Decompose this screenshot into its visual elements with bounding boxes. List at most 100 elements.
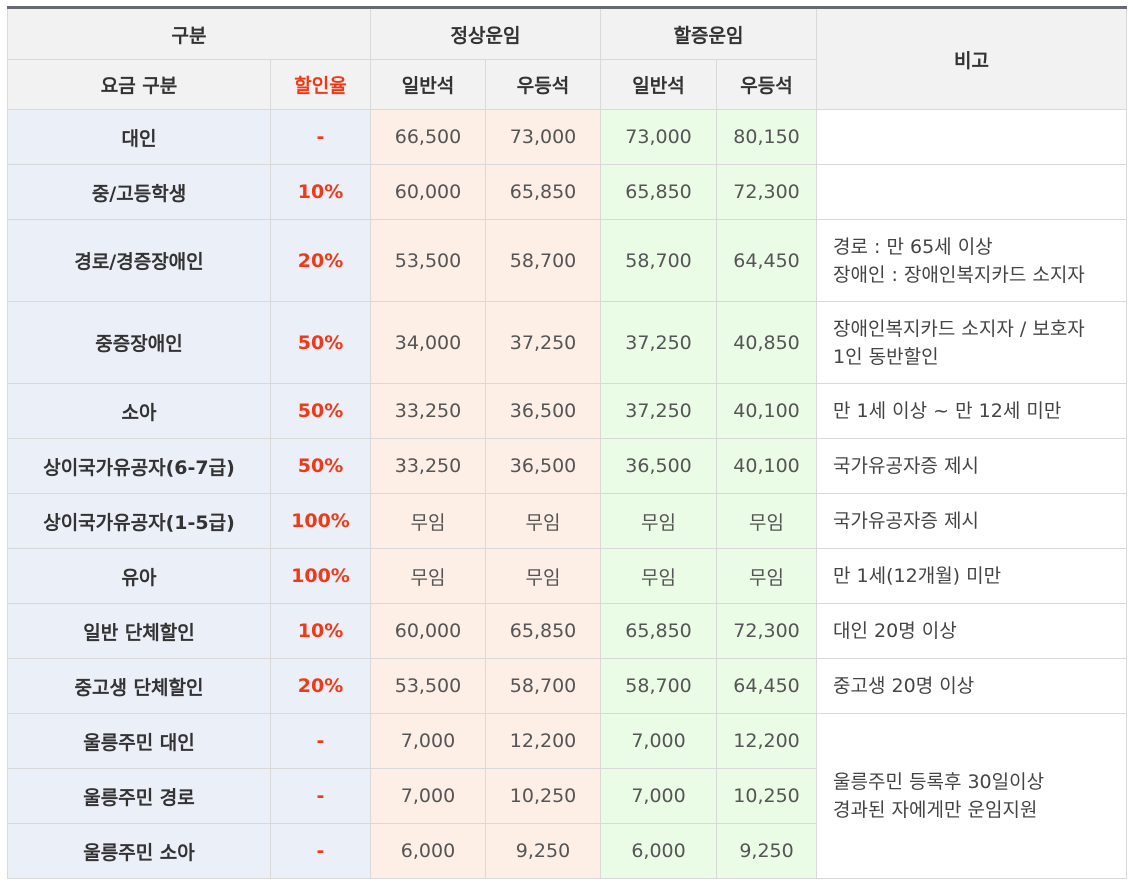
row-rate: 10% [270, 164, 371, 220]
row-note: 만 1세(12개월) 미만 [816, 548, 1128, 604]
row-rate: 100% [270, 548, 371, 604]
row-label: 중고생 단체할인 [7, 658, 271, 714]
surcharge-general-fare: 37,250 [600, 383, 718, 439]
fare-table: 구분 정상운임 할증운임 비고 요금 구분 할인율 일반석 우등석 일반석 우등… [7, 6, 1128, 879]
surcharge-premium-fare: 무임 [716, 493, 818, 549]
note-line: 장애인복지카드 소지자 / 보호자 [833, 317, 1085, 340]
normal-general-fare: 무임 [370, 493, 486, 549]
row-note [816, 164, 1128, 220]
header-row-2: 요금 구분 할인율 일반석 우등석 일반석 우등석 [7, 59, 1127, 110]
normal-premium-fare: 36,500 [484, 383, 602, 439]
surcharge-general-fare: 37,250 [600, 301, 718, 384]
surcharge-general-fare: 58,700 [600, 219, 718, 302]
normal-premium-fare: 무임 [484, 493, 602, 549]
header-normal-premium: 우등석 [484, 59, 602, 110]
note-line: 1인 동반할인 [833, 345, 939, 368]
row-label: 울릉주민 소아 [7, 823, 271, 879]
normal-premium-fare: 9,250 [484, 823, 602, 879]
fare-table-container: 구분 정상운임 할증운임 비고 요금 구분 할인율 일반석 우등석 일반석 우등… [7, 6, 1128, 879]
table-row: 상이국가유공자(1-5급) 100% 무임 무임 무임 무임 국가유공자증 제시 [7, 493, 1128, 549]
surcharge-general-fare: 무임 [600, 493, 718, 549]
surcharge-general-fare: 무임 [600, 548, 718, 604]
normal-general-fare: 60,000 [370, 164, 486, 220]
table-row: 일반 단체할인 10% 60,000 65,850 65,850 72,300 … [7, 603, 1128, 659]
normal-premium-fare: 58,700 [484, 219, 602, 302]
surcharge-premium-fare: 72,300 [716, 164, 818, 220]
row-label: 중증장애인 [7, 301, 271, 384]
surcharge-premium-fare: 10,250 [716, 768, 818, 824]
table-row: 중증장애인 50% 34,000 37,250 37,250 40,850 장애… [7, 301, 1128, 384]
normal-general-fare: 60,000 [370, 603, 486, 659]
row-label: 울릉주민 대인 [7, 713, 271, 769]
table-row: 상이국가유공자(6-7급) 50% 33,250 36,500 36,500 4… [7, 438, 1128, 494]
table-row: 중고생 단체할인 20% 53,500 58,700 58,700 64,450… [7, 658, 1128, 714]
row-label: 유아 [7, 548, 271, 604]
row-rate: - [270, 768, 371, 824]
normal-premium-fare: 37,250 [484, 301, 602, 384]
normal-premium-fare: 10,250 [484, 768, 602, 824]
surcharge-premium-fare: 40,100 [716, 383, 818, 439]
row-rate: 100% [270, 493, 371, 549]
table-row: 대인 - 66,500 73,000 73,000 80,150 [7, 109, 1128, 165]
row-label: 중/고등학생 [7, 164, 271, 220]
note-line: 장애인 : 장애인복지카드 소지자 [833, 263, 1085, 286]
surcharge-premium-fare: 40,100 [716, 438, 818, 494]
row-note: 중고생 20명 이상 [816, 658, 1128, 714]
row-rate: 20% [270, 219, 371, 302]
note-line: 경과된 자에게만 운임지원 [833, 799, 1038, 821]
row-label: 대인 [7, 109, 271, 165]
surcharge-general-fare: 7,000 [600, 713, 718, 769]
row-label: 울릉주민 경로 [7, 768, 271, 824]
surcharge-premium-fare: 무임 [716, 548, 818, 604]
row-note: 경로 : 만 65세 이상 장애인 : 장애인복지카드 소지자 [816, 219, 1128, 302]
header-category: 구분 [7, 7, 371, 60]
normal-general-fare: 33,250 [370, 438, 486, 494]
table-row: 울릉주민 대인 - 7,000 12,200 7,000 12,200 울릉주민… [7, 713, 1128, 879]
surcharge-premium-fare: 64,450 [716, 658, 818, 714]
row-rate: 50% [270, 383, 371, 439]
row-rate: 50% [270, 301, 371, 384]
surcharge-general-fare: 65,850 [600, 164, 718, 220]
row-note: 장애인복지카드 소지자 / 보호자 1인 동반할인 [816, 301, 1128, 384]
note-line: 경로 : 만 65세 이상 [833, 235, 993, 258]
normal-premium-fare: 36,500 [484, 438, 602, 494]
normal-general-fare: 6,000 [370, 823, 486, 879]
row-label: 소아 [7, 383, 271, 439]
surcharge-premium-fare: 64,450 [716, 219, 818, 302]
header-note: 비고 [816, 7, 1128, 110]
normal-general-fare: 66,500 [370, 109, 486, 165]
normal-premium-fare: 12,200 [484, 713, 602, 769]
surcharge-premium-fare: 80,150 [716, 109, 818, 165]
row-note [816, 109, 1128, 165]
surcharge-premium-fare: 72,300 [716, 603, 818, 659]
normal-general-fare: 53,500 [370, 219, 486, 302]
row-label: 경로/경증장애인 [7, 219, 271, 302]
row-note: 만 1세 이상 ~ 만 12세 미만 [816, 383, 1128, 439]
row-note: 대인 20명 이상 [816, 603, 1128, 659]
row-note: 국가유공자증 제시 [816, 438, 1128, 494]
normal-general-fare: 무임 [370, 548, 486, 604]
table-row: 울릉주민 소아 - 6,000 9,250 6,000 9,250 [7, 823, 1127, 879]
row-note: 국가유공자증 제시 [816, 493, 1128, 549]
normal-general-fare: 33,250 [370, 383, 486, 439]
row-label: 상이국가유공자(1-5급) [7, 493, 271, 549]
surcharge-general-fare: 7,000 [600, 768, 718, 824]
surcharge-general-fare: 6,000 [600, 823, 718, 879]
table-row: 유아 100% 무임 무임 무임 무임 만 1세(12개월) 미만 [7, 548, 1128, 604]
table-row: 소아 50% 33,250 36,500 37,250 40,100 만 1세 … [7, 383, 1128, 439]
normal-general-fare: 7,000 [370, 768, 486, 824]
normal-general-fare: 34,000 [370, 301, 486, 384]
normal-premium-fare: 무임 [484, 548, 602, 604]
header-surcharge-general: 일반석 [600, 59, 718, 110]
row-rate: 10% [270, 603, 371, 659]
header-surcharge-fare: 할증운임 [600, 7, 818, 60]
header-surcharge-premium: 우등석 [716, 59, 818, 110]
header-normal-general: 일반석 [370, 59, 486, 110]
normal-general-fare: 7,000 [370, 713, 486, 769]
surcharge-premium-fare: 9,250 [716, 823, 818, 879]
note-line: 울릉주민 등록후 30일이상 [833, 771, 1045, 793]
surcharge-general-fare: 58,700 [600, 658, 718, 714]
row-rate: 50% [270, 438, 371, 494]
surcharge-general-fare: 73,000 [600, 109, 718, 165]
header-row-1: 구분 정상운임 할증운임 비고 [7, 7, 1128, 110]
